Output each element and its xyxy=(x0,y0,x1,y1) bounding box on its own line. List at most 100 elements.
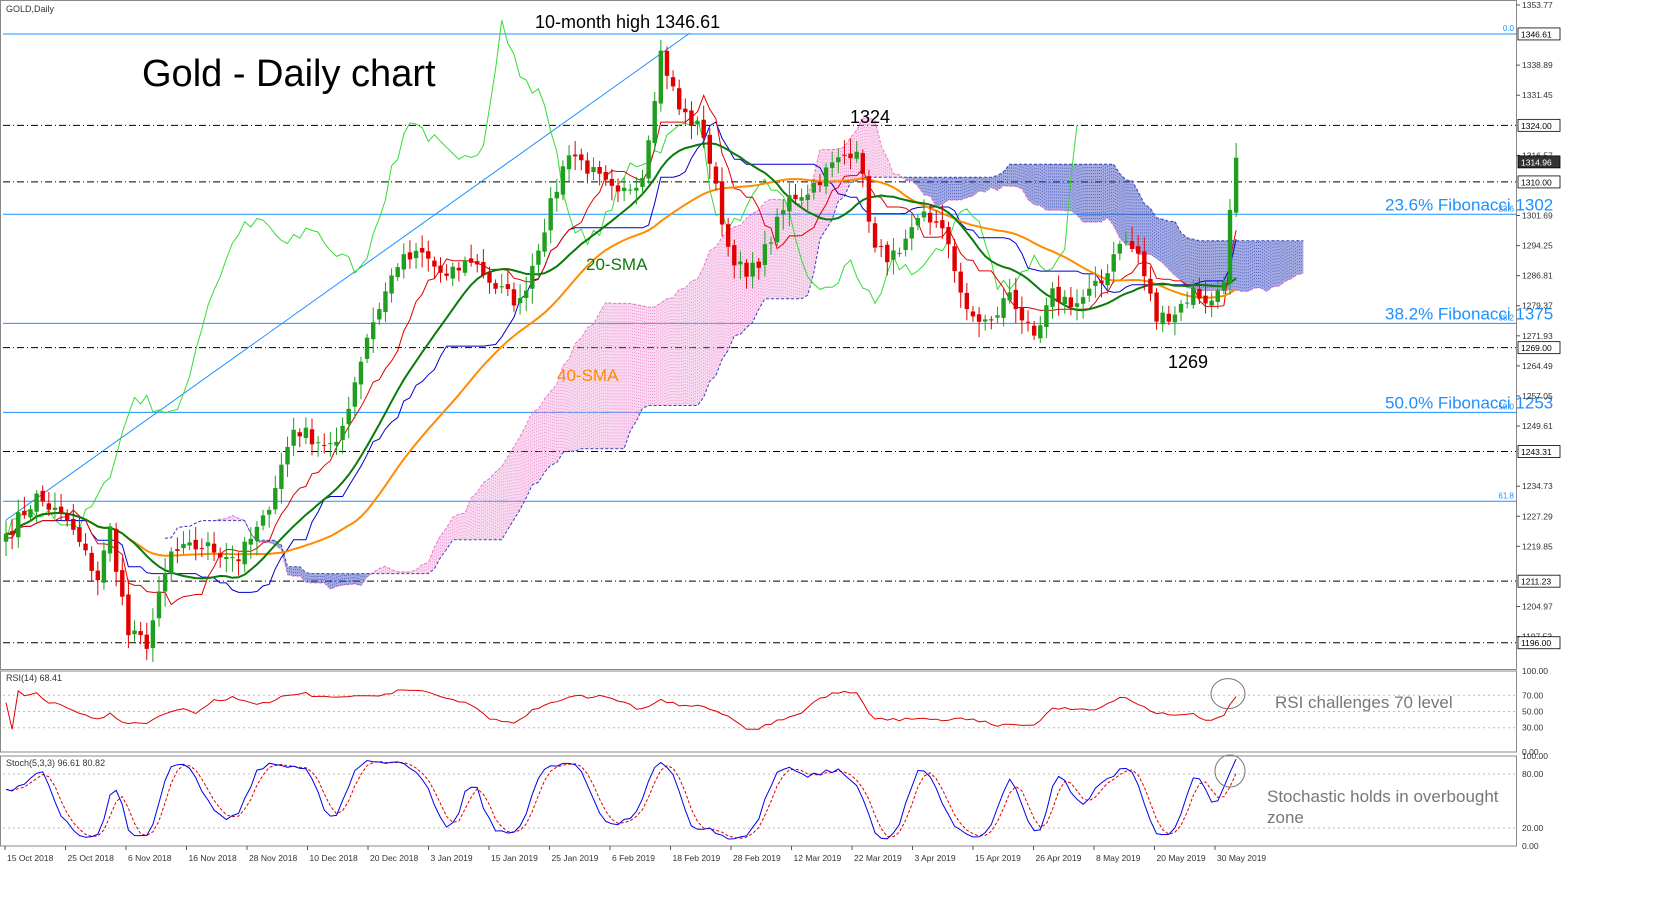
price-marker-box xyxy=(1517,574,1561,588)
candle xyxy=(334,427,339,455)
candle-body xyxy=(921,211,927,218)
cloud-segment xyxy=(1285,240,1292,282)
candle xyxy=(658,39,664,112)
candle xyxy=(866,170,872,233)
candle xyxy=(579,148,584,171)
candle-body xyxy=(1007,292,1012,301)
date-tick-label: 25 Oct 2018 xyxy=(68,853,115,863)
candle xyxy=(297,428,302,448)
candle-body xyxy=(1038,325,1043,339)
cloud-segment xyxy=(997,171,1004,191)
candle-body xyxy=(193,539,198,550)
rsi-tick-label: 70.00 xyxy=(1522,690,1544,700)
candle xyxy=(1129,226,1135,253)
cloud-segment xyxy=(807,175,814,296)
candle-body xyxy=(603,172,608,180)
date-tick-label: 6 Nov 2018 xyxy=(128,853,172,863)
price-tick-label: 1264.49 xyxy=(1522,361,1553,371)
candle-body xyxy=(328,443,333,445)
price-tick-label: 1286.81 xyxy=(1522,271,1553,281)
peak-annotation: 1324 xyxy=(850,107,890,127)
candle-body xyxy=(823,167,829,187)
candle xyxy=(695,116,700,136)
date-tick-label: 3 Apr 2019 xyxy=(915,853,956,863)
cloud-segment xyxy=(593,312,600,449)
date-tick-label: 20 May 2019 xyxy=(1157,853,1206,863)
candle xyxy=(211,532,217,561)
candle-body xyxy=(126,594,131,636)
cloud-segment xyxy=(232,515,239,521)
cloud-segment xyxy=(1040,164,1047,211)
cloud-segment xyxy=(1119,173,1126,245)
cloud-segment xyxy=(428,547,435,574)
candle-body xyxy=(560,166,566,195)
candle xyxy=(413,242,419,269)
candle xyxy=(848,138,853,170)
candle xyxy=(836,148,841,174)
cloud-segment xyxy=(1028,164,1035,205)
candle xyxy=(787,182,792,226)
candle-body xyxy=(236,559,241,562)
candle-body xyxy=(658,50,664,104)
candle-body xyxy=(285,446,290,465)
price-marker-label: 1324.00 xyxy=(1521,121,1552,131)
candle xyxy=(187,529,192,551)
cloud-segment xyxy=(1181,232,1188,288)
date-tick-label: 30 May 2019 xyxy=(1217,853,1266,863)
candle xyxy=(468,244,474,267)
horizontal-levels xyxy=(3,33,1516,644)
candle-body xyxy=(83,543,88,551)
candle-body xyxy=(52,507,58,510)
candle xyxy=(1136,234,1141,264)
candle xyxy=(395,263,400,281)
trendline xyxy=(5,32,691,521)
candle xyxy=(1117,240,1123,261)
candle xyxy=(1062,290,1067,314)
candle-body xyxy=(695,121,700,125)
candle-body xyxy=(297,432,302,437)
candle-body xyxy=(799,197,804,201)
candle xyxy=(1203,281,1208,314)
candle-body xyxy=(1013,289,1018,310)
fib-text-label: 38.2% Fibonacci 1375 xyxy=(1385,304,1553,323)
candle xyxy=(634,176,639,205)
candle-body xyxy=(95,570,100,581)
candle xyxy=(1044,297,1049,339)
candle-body xyxy=(927,212,933,223)
candle xyxy=(181,531,186,554)
cloud-segment xyxy=(1101,164,1108,222)
candle xyxy=(732,239,737,279)
candle xyxy=(101,542,107,590)
candle xyxy=(670,70,676,92)
cloud-segment xyxy=(458,513,465,540)
candle xyxy=(823,163,829,195)
candle-body xyxy=(634,187,639,191)
cloud-segment xyxy=(1144,203,1151,255)
candle xyxy=(609,169,615,201)
cloud-segment xyxy=(942,177,949,205)
candle xyxy=(120,557,125,606)
candle xyxy=(946,221,951,259)
cloud-segment xyxy=(764,199,771,299)
candle-body xyxy=(976,314,982,322)
cloud-segment xyxy=(1162,219,1169,270)
cloud-segment xyxy=(636,304,643,421)
candle xyxy=(536,243,541,277)
stoch-tick-label: 20.00 xyxy=(1522,823,1544,833)
candle xyxy=(970,306,976,322)
date-tick-label: 28 Nov 2018 xyxy=(249,853,297,863)
fib-ratio-label: 38.2 xyxy=(1498,313,1514,322)
candle-body xyxy=(719,181,725,225)
candle-body xyxy=(205,542,211,547)
cloud-segment xyxy=(361,573,368,586)
tenkan-line xyxy=(5,93,1237,606)
candle-body xyxy=(609,178,615,186)
price-tick-label: 1249.61 xyxy=(1522,421,1553,431)
price-marker-box xyxy=(1517,27,1561,41)
candle xyxy=(9,519,15,550)
cloud-segment xyxy=(752,210,759,323)
price-tick-label: 1227.29 xyxy=(1522,511,1553,521)
cloud-segment xyxy=(826,149,833,230)
fib-ratio-label: 50.0 xyxy=(1498,402,1514,411)
cloud-segment xyxy=(1193,239,1200,291)
